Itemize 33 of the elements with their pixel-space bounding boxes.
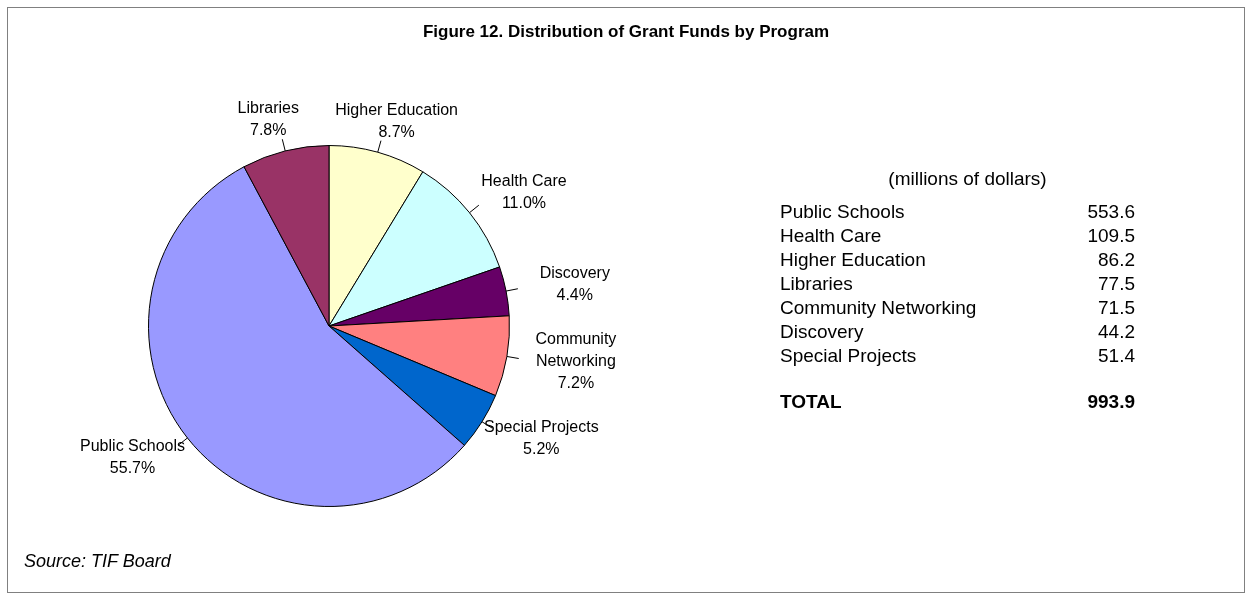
data-label: 5.2% xyxy=(523,440,560,458)
category-label: Public Schools xyxy=(780,200,905,224)
category-label: Special Projects xyxy=(780,344,917,368)
text: 993.9 xyxy=(1087,391,1135,412)
data-label: 11.0% xyxy=(501,194,547,212)
slice-label: Health Care xyxy=(481,172,567,190)
data-label: 71.5 xyxy=(1098,296,1135,320)
slice-label: Libraries xyxy=(237,99,299,117)
data-label: 8.7% xyxy=(378,122,415,140)
slice-label: Discovery xyxy=(539,264,610,282)
category-label: Health Care xyxy=(780,224,882,248)
category-label: Higher Education xyxy=(780,248,926,272)
data-label: 7.8% xyxy=(249,121,287,139)
text: TOTAL xyxy=(780,390,842,414)
data-label: 86.2 xyxy=(1098,248,1135,272)
data-label: 7.2% xyxy=(557,374,595,392)
data-label: 553.6 xyxy=(1087,200,1135,224)
data-label: 51.4 xyxy=(1098,344,1135,368)
data-label: 109.5 xyxy=(1087,224,1135,248)
chart-title: Figure 12. Distribution of Grant Funds by Program xyxy=(421,22,831,42)
category-label: Community Networking xyxy=(780,296,977,320)
slice-label: Community Networking xyxy=(535,330,617,370)
slice-label: Public Schools xyxy=(80,437,185,455)
data-label: 4.4% xyxy=(556,286,593,304)
category-label: Libraries xyxy=(780,272,853,296)
slice-label: Higher Education xyxy=(335,100,458,118)
data-label: 55.7% xyxy=(109,459,156,477)
source-note: Source: TIF Board xyxy=(24,551,171,572)
data-label: 77.5 xyxy=(1098,272,1135,296)
slice-label: Special Projects xyxy=(483,418,599,436)
text: (millions of dollars) xyxy=(887,168,1048,190)
data-label: 44.2 xyxy=(1098,320,1135,344)
category-label: Discovery xyxy=(780,320,864,344)
